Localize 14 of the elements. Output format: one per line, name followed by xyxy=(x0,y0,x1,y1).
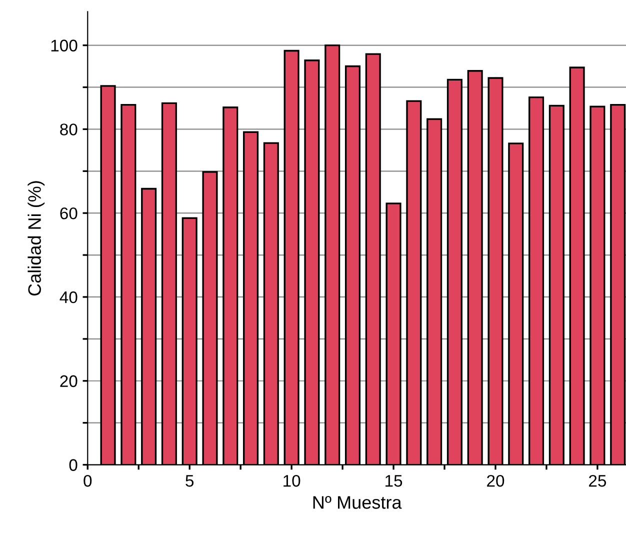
y-tick-label: 60 xyxy=(60,207,78,220)
y-tick-label: 20 xyxy=(60,375,78,388)
y-tick-label: 0 xyxy=(69,459,78,471)
x-tick-label: 20 xyxy=(487,474,504,487)
y-tick-label: 40 xyxy=(60,291,78,304)
y-tick-label: 100 xyxy=(51,40,78,52)
x-tick-label: 25 xyxy=(589,474,606,487)
x-tick-label: 10 xyxy=(284,474,300,487)
x-axis-title: Nº Muestra xyxy=(313,496,402,509)
x-tick-label: 5 xyxy=(186,475,194,487)
y-axis-title: Calidad Ni (%) xyxy=(28,181,45,296)
y-tick-label: 80 xyxy=(60,124,78,136)
x-tick-label: 15 xyxy=(386,475,402,487)
x-tick-label: 0 xyxy=(84,474,92,487)
